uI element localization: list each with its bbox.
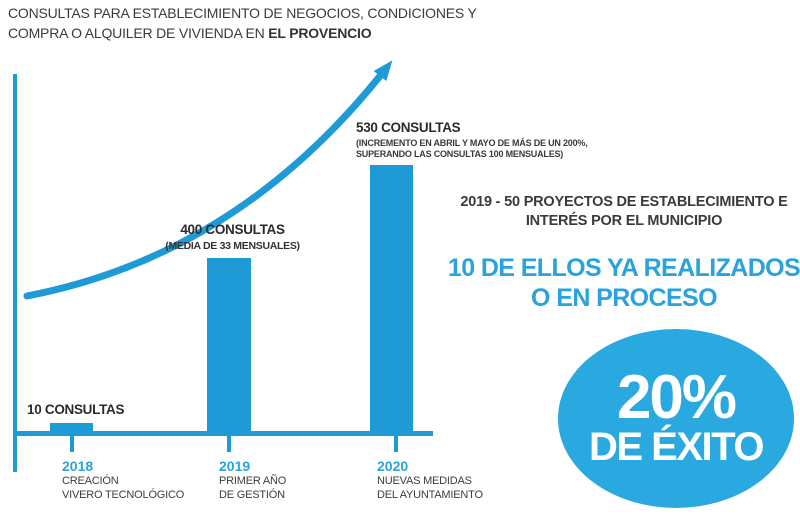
title-town-name: EL PROVENCIO <box>268 25 372 41</box>
title-line-2: COMPRA O ALQUILER DE VIVIENDA EN <box>8 25 269 41</box>
bar-label-2020: 530 CONSULTAS (INCREMENTO EN ABRIL Y MAY… <box>356 120 588 159</box>
year-2018: 2018 <box>62 458 94 474</box>
year-2019: 2019 <box>219 458 251 474</box>
year-desc-2020: NUEVAS MEDIDAS DEL AYUNTAMIENTO <box>377 475 483 501</box>
x-tick-2018 <box>70 434 74 452</box>
bar-subnote-2019: (MEDIA DE 33 MENSUALES) <box>165 240 300 252</box>
bar-2020 <box>370 165 413 431</box>
bar-subnote-2020-line1: (INCREMENTO EN ABRIL Y MAYO DE MÁS DE UN… <box>356 138 588 148</box>
bar-subnote-2020-line2: SUPERANDO LAS CONSULTAS 100 MENSUALES) <box>356 148 564 159</box>
bar-2018 <box>50 423 93 431</box>
projects-line-2: INTERÉS POR EL MUNICIPIO <box>525 213 723 229</box>
x-axis <box>13 431 433 436</box>
year-2020: 2020 <box>377 458 409 474</box>
projects-statement: 2019 - 50 PROYECTOS DE ESTABLECIMIENTO E… <box>440 193 800 231</box>
y-axis <box>13 74 17 472</box>
x-tick-2019 <box>227 434 231 452</box>
summary-panel: 2019 - 50 PROYECTOS DE ESTABLECIMIENTO E… <box>440 193 800 313</box>
bar-label-2018: 10 CONSULTAS <box>27 402 124 417</box>
highlight-statement: 10 DE ELLOS YA REALIZADOS O EN PROCESO <box>440 253 800 313</box>
bar-value-2019: 400 CONSULTAS <box>180 222 285 237</box>
axis-label-2019: 2019 PRIMER AÑO DE GESTIÓN <box>219 458 379 502</box>
success-badge: 20% DE ÉXITO <box>558 329 794 508</box>
badge-percent: 20% <box>616 362 737 432</box>
highlight-line-2: O EN PROCESO <box>531 284 718 312</box>
projects-line-1: 2019 - 50 PROYECTOS DE ESTABLECIMIENTO E <box>460 194 788 210</box>
page-title: CONSULTAS PARA ESTABLECIMIENTO DE NEGOCI… <box>8 3 477 43</box>
bar-value-2018: 10 CONSULTAS <box>27 402 125 417</box>
bar-subnote-2020: (INCREMENTO EN ABRIL Y MAYO DE MÁS DE UN… <box>356 138 588 159</box>
title-line-1: CONSULTAS PARA ESTABLECIMIENTO DE NEGOCI… <box>8 5 477 21</box>
year-desc-2018: CREACIÓN VIVERO TECNOLÓGICO <box>62 475 185 501</box>
badge-label: DE ÉXITO <box>589 424 764 469</box>
highlight-line-1: 10 DE ELLOS YA REALIZADOS <box>447 254 800 282</box>
year-desc-2019: PRIMER AÑO DE GESTIÓN <box>219 475 287 501</box>
axis-label-2018: 2018 CREACIÓN VIVERO TECNOLÓGICO <box>62 458 222 502</box>
x-tick-2020 <box>394 434 398 452</box>
bar-label-2019: 400 CONSULTAS (MEDIA DE 33 MENSUALES) <box>150 222 315 252</box>
bar-2019 <box>207 258 251 431</box>
bar-value-2020: 530 CONSULTAS <box>356 120 461 135</box>
axis-label-2020: 2020 NUEVAS MEDIDAS DEL AYUNTAMIENTO <box>377 458 537 502</box>
